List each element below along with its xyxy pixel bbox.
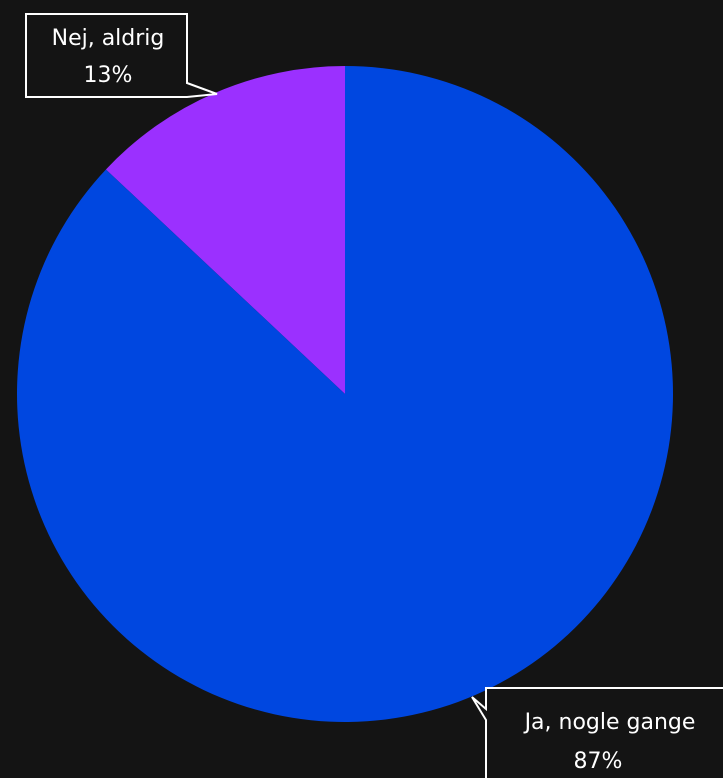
pie-slice-nej-aldrig (105, 66, 346, 394)
slice-value-ja-nogle-gange: 87% (574, 749, 623, 774)
callout-box (471, 687, 723, 778)
slice-label-nej-aldrig: Nej, aldrig (52, 26, 165, 51)
callout-box (25, 13, 218, 98)
slice-value-nej-aldrig: 13% (84, 63, 133, 88)
pie-slices (17, 66, 674, 722)
slice-label-ja-nogle-gange: Ja, nogle gange (523, 710, 696, 735)
slice-label-callout-ja-nogle-gange: Ja, nogle gange 87% (471, 687, 723, 778)
slice-label-callout-nej-aldrig: Nej, aldrig 13% (25, 13, 218, 98)
pie-slice-ja-nogle-gange (17, 66, 674, 722)
